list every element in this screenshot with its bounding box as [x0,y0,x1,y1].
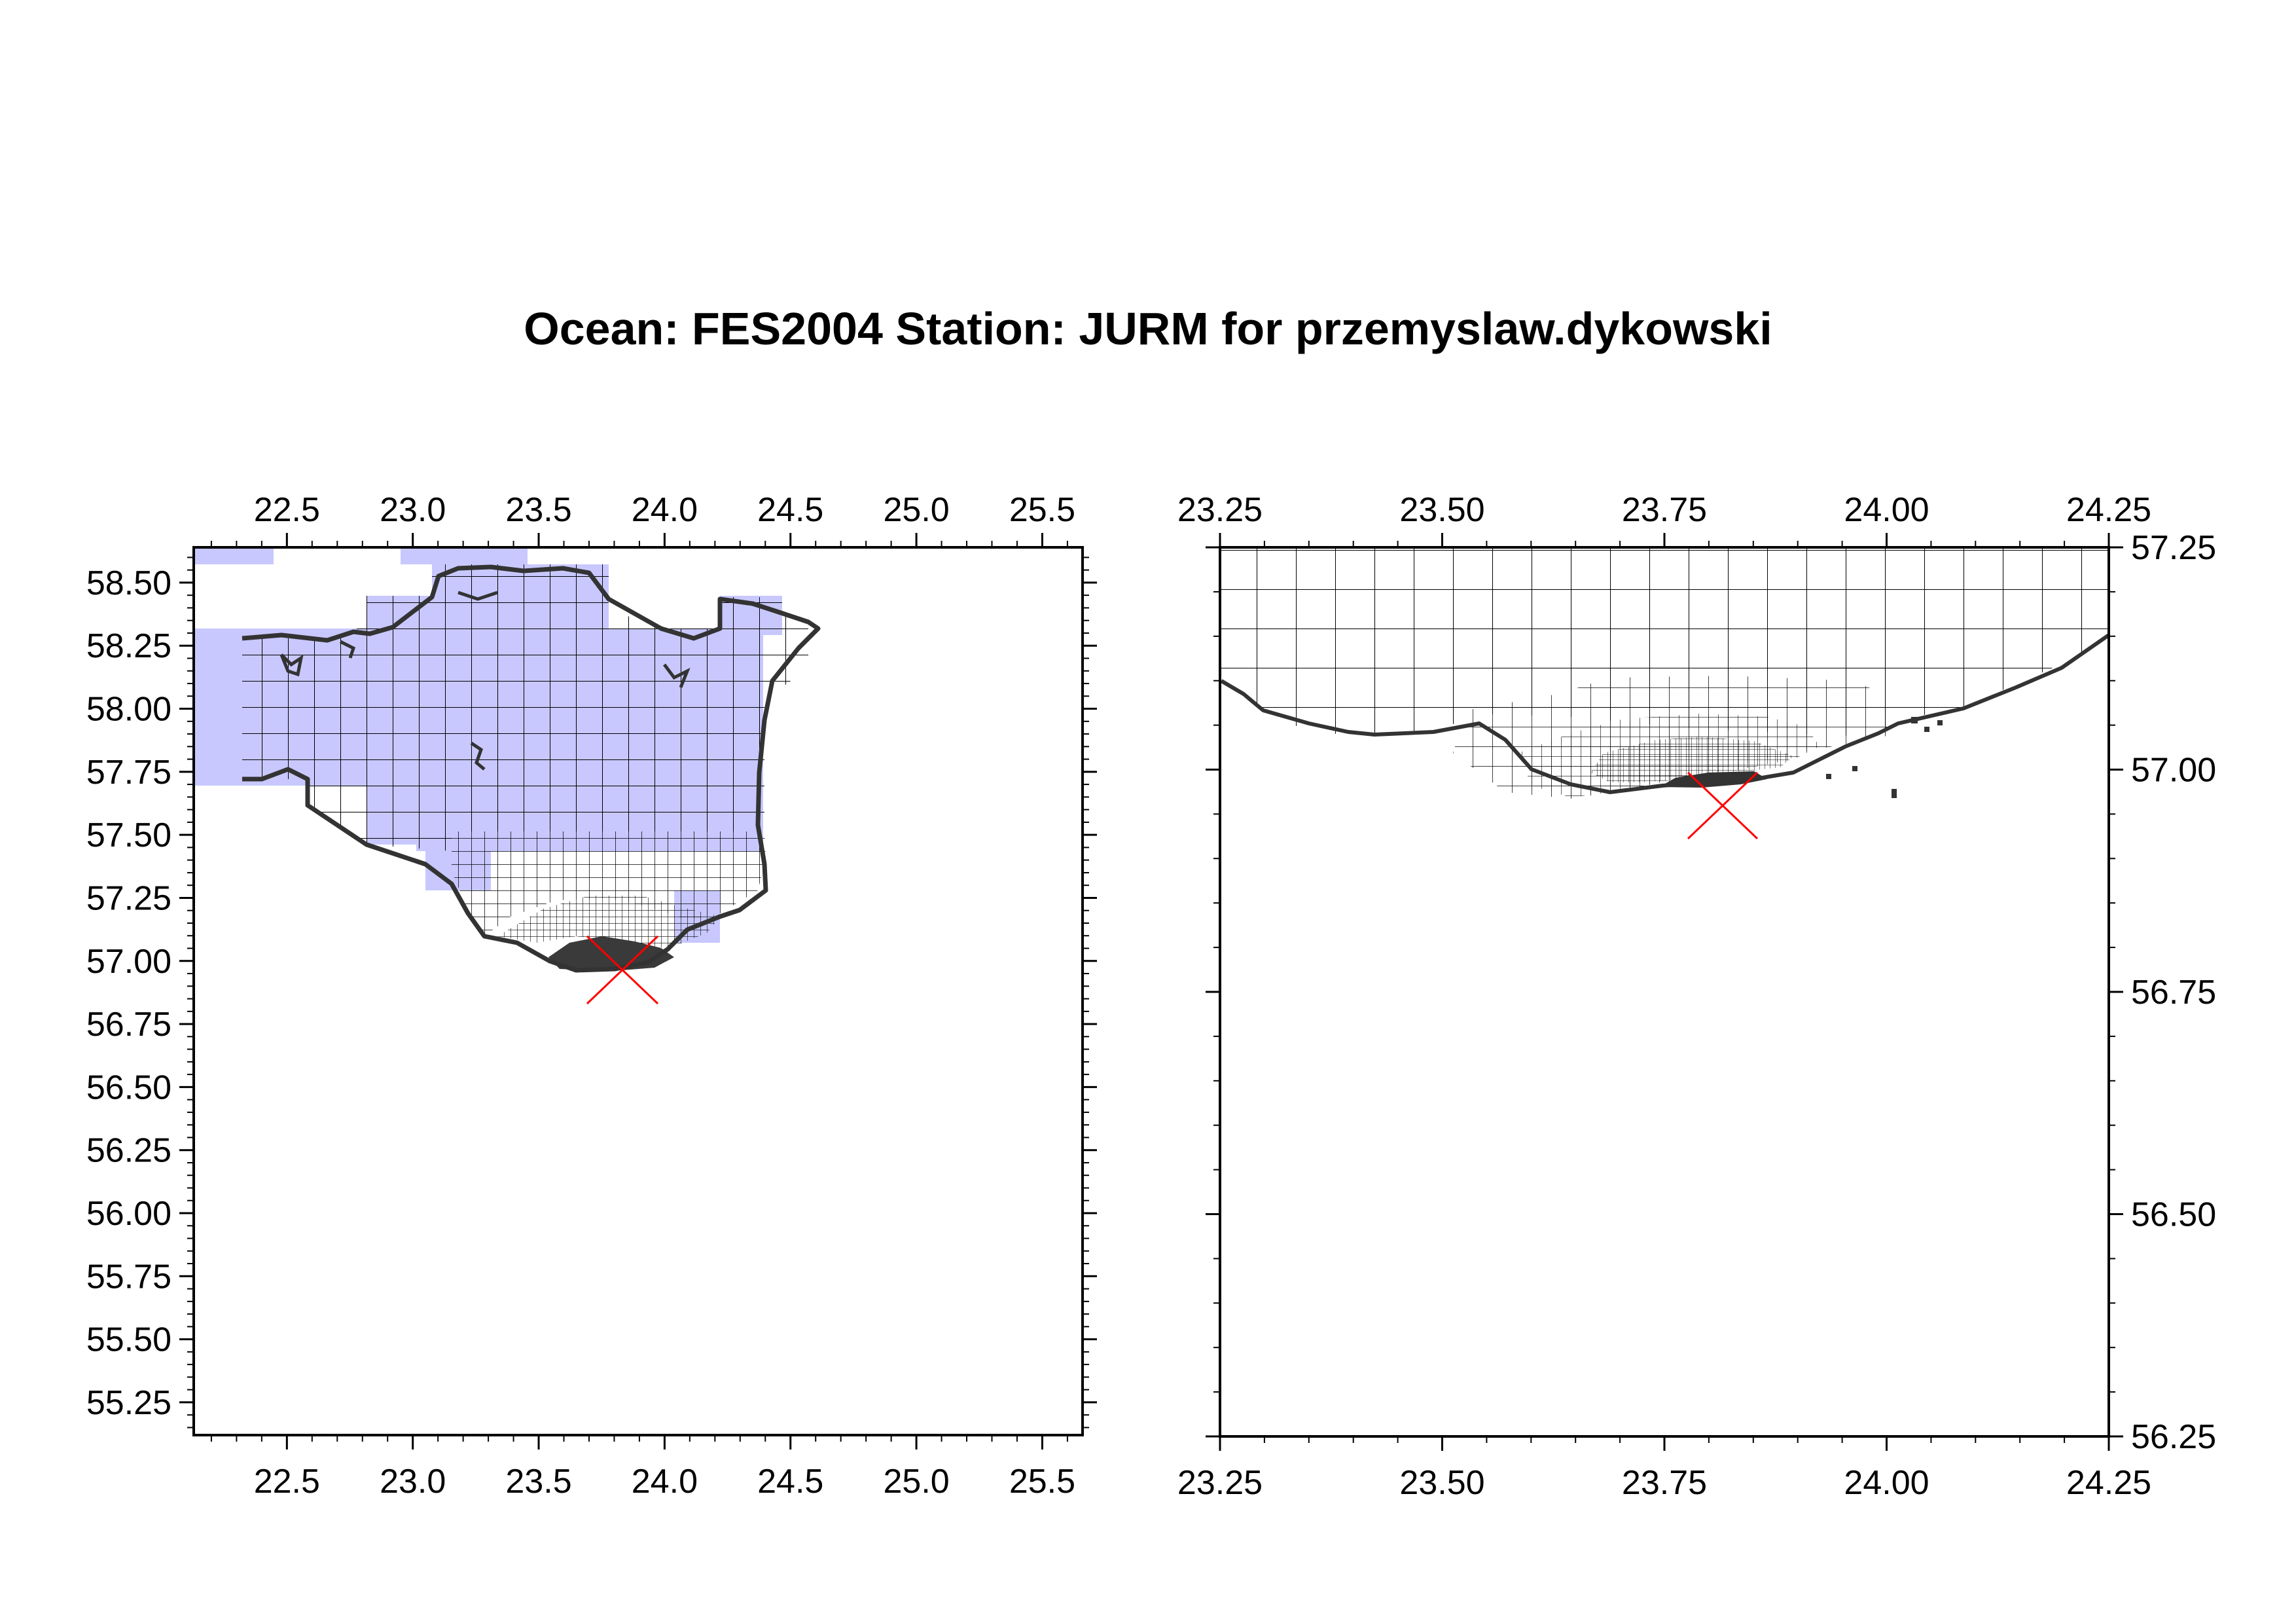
overview-tick-marks [179,533,1097,1450]
y-tick-label: 56.00 [86,1195,171,1233]
zoom-coastline [1220,633,2109,794]
y-tick-label: 56.75 [86,1006,171,1044]
y-tick-label: 57.25 [2131,529,2216,567]
y-tick-label: 57.25 [86,879,171,917]
coarse-grid-region [242,564,808,851]
fine-grid-region [497,896,720,949]
overview-map [194,549,821,1005]
x-tick-label-bottom: 25.0 [883,1463,949,1501]
x-tick-label-bottom: 23.75 [1622,1464,1707,1502]
y-tick-label: 55.25 [86,1384,171,1422]
page-title: Ocean: FES2004 Station: JURM for przemys… [524,303,1772,354]
x-tick-label-top: 23.25 [1177,491,1263,529]
zoom-station-marker [1687,771,1759,840]
zoom-map [1220,549,2109,840]
x-tick-label-top: 23.75 [1622,491,1707,529]
y-tick-label: 56.75 [2131,974,2216,1012]
x-tick-label-bottom: 22.5 [254,1463,320,1501]
x-tick-label-bottom: 24.5 [757,1463,823,1501]
coastline [242,564,821,973]
overview-map-frame [192,546,1084,1436]
x-tick-label-top: 24.5 [757,491,823,529]
y-tick-label: 57.50 [86,816,171,854]
zoom-tick-labels: 23.25 23.25 23.50 23.50 23.75 23.75 24.00 24.00… [1177,491,2216,1502]
x-tick-label-top: 25.5 [1009,491,1075,529]
x-tick-label-top: 24.0 [632,491,698,529]
y-tick-label: 56.25 [86,1132,171,1170]
x-tick-label-bottom: 23.50 [1399,1464,1484,1502]
x-tick-label-top: 24.00 [1844,491,1929,529]
x-tick-label-top: 23.0 [380,491,446,529]
x-tick-label-bottom: 24.0 [632,1463,698,1501]
x-tick-label-bottom: 23.25 [1177,1464,1263,1502]
y-tick-label: 58.50 [86,564,171,602]
x-tick-label-bottom: 24.25 [2066,1464,2151,1502]
x-tick-label-bottom: 23.0 [380,1463,446,1501]
y-tick-label: 58.25 [86,627,171,665]
coastal-details [279,591,691,771]
x-tick-label-top: 23.5 [505,491,571,529]
y-tick-label: 57.75 [86,754,171,792]
overview-tick-labels: 22.5 22.5 23.0 23.0 23.5 23.5 24.0 24.0 24.5 24.5… [86,491,1075,1501]
y-tick-label: 57.00 [2131,752,2216,790]
x-tick-label-bottom: 25.5 [1009,1463,1075,1501]
x-tick-label-top: 23.50 [1399,491,1484,529]
x-tick-label-top: 24.25 [2066,491,2151,529]
y-tick-label: 56.50 [2131,1196,2216,1234]
y-tick-label: 56.25 [2131,1418,2216,1456]
station-marker [586,935,659,1005]
x-tick-label-bottom: 24.00 [1844,1464,1929,1502]
x-tick-label-bottom: 23.5 [505,1463,571,1501]
zoom-coarse-grid-region [1221,549,2109,737]
zoom-dense-grid-region [1590,737,1793,782]
zoom-coastal-dots [1826,717,1943,798]
y-tick-label: 56.50 [86,1068,171,1106]
y-tick-label: 55.50 [86,1321,171,1359]
zoom-tick-marks [1206,533,2123,1451]
y-tick-label: 57.00 [86,943,171,981]
y-tick-label: 58.00 [86,691,171,729]
x-tick-label-top: 22.5 [254,491,320,529]
y-tick-label: 55.75 [86,1258,171,1296]
x-tick-label-top: 25.0 [883,491,949,529]
